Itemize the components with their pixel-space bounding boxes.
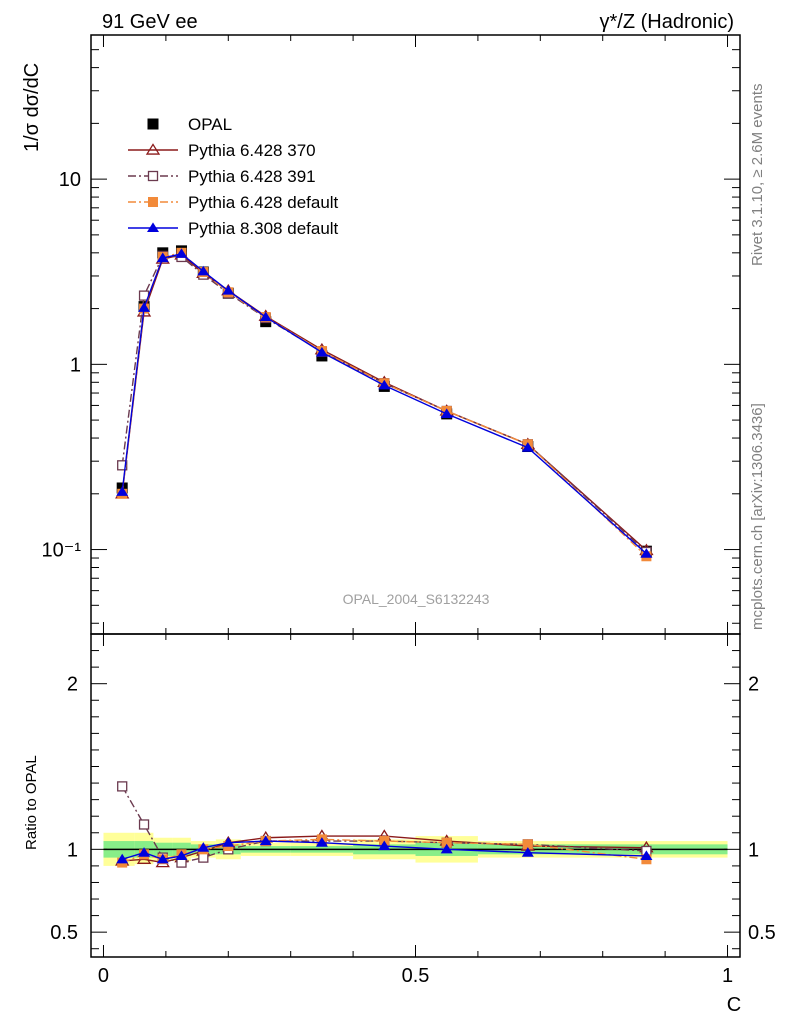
y-tick-label-right: 1	[748, 839, 759, 861]
x-tick-label: 1	[722, 965, 733, 987]
data-point	[378, 379, 391, 390]
main-ylabel: 1/σ dσ/dC	[21, 63, 43, 152]
data-point	[138, 847, 151, 857]
legend-label: Pythia 6.428 391	[188, 167, 316, 186]
data-point	[315, 346, 328, 357]
header-right: γ*/Z (Hadronic)	[600, 11, 734, 33]
y-tick-label: 1	[70, 354, 81, 376]
data-point	[259, 311, 272, 322]
x-tick-label: 0.5	[402, 965, 430, 987]
data-point	[156, 252, 169, 263]
series-line	[121, 255, 647, 553]
ratio-frame	[90, 633, 741, 958]
data-point	[117, 781, 128, 792]
data-point	[222, 837, 235, 847]
legend-item-pythia-6-428-default: Pythia 6.428 default	[128, 193, 339, 212]
data-point	[198, 852, 209, 863]
series-pythia-6-428-391	[117, 250, 652, 558]
y-ticks-main	[91, 34, 740, 624]
x-tick-label: 0	[98, 965, 109, 987]
data-point	[441, 837, 452, 848]
data-point	[378, 840, 391, 851]
data-point	[521, 847, 534, 857]
legend: OPAL Pythia 6.428 370 Pythia 6.428 391 Pyth…	[128, 115, 339, 238]
legend-marker	[147, 118, 159, 130]
series-line	[121, 253, 647, 555]
header-left: 91 GeV ee	[102, 11, 198, 33]
data-point	[640, 850, 653, 861]
legend-marker	[148, 197, 158, 207]
data-point	[117, 460, 128, 471]
series-line	[121, 786, 647, 864]
ratio-ylabel: Ratio to OPAL	[23, 755, 40, 850]
series-pythia-6-428-default	[117, 247, 652, 562]
y-tick-label: 1	[67, 839, 78, 861]
data-point	[197, 265, 210, 276]
data-point	[175, 850, 188, 861]
mcplots-side-label: mcplots.cern.ch [arXiv:1306.3436]	[749, 403, 766, 630]
watermark: OPAL_2004_S6132243	[343, 591, 490, 607]
legend-label: Pythia 8.308 default	[188, 219, 339, 238]
data-point	[138, 302, 151, 312]
main-panel: 10⁻¹ 1 10	[42, 34, 741, 635]
data-point	[522, 839, 533, 850]
x-ticks	[102, 634, 729, 957]
y-tick-label-right: 0.5	[748, 922, 776, 944]
legend-label: Pythia 6.428 default	[188, 193, 339, 212]
series-line	[121, 840, 647, 860]
series-opal	[116, 245, 652, 557]
series-pythia-6-428-370	[115, 248, 654, 556]
legend-label: OPAL	[188, 115, 232, 134]
data-point	[175, 248, 188, 258]
data-point	[521, 442, 534, 452]
legend-marker	[147, 222, 159, 233]
x-ticks	[102, 35, 729, 634]
data-point	[440, 843, 453, 854]
ratio-panel: 0 0.5 1 0.5 0.5 1 1 2 2	[50, 633, 776, 987]
ratio-series-pythia-8-308-default	[116, 835, 653, 864]
data-point	[138, 819, 150, 830]
legend-item-pythia-6-428-370: Pythia 6.428 370	[128, 141, 316, 160]
legend-marker	[145, 143, 161, 155]
legend-marker	[147, 170, 159, 182]
data-point	[259, 835, 272, 846]
legend-label: Pythia 6.428 370	[188, 141, 316, 160]
y-tick-label: 10	[59, 169, 81, 191]
legend-item-pythia-8-308-default: Pythia 8.308 default	[128, 219, 339, 238]
data-point	[440, 408, 453, 418]
data-point	[315, 837, 328, 847]
data-point	[222, 285, 235, 295]
y-tick-label: 2	[67, 674, 78, 696]
series-pythia-8-308-default	[116, 248, 653, 558]
data-point	[156, 853, 169, 864]
y-tick-label-right: 2	[748, 674, 759, 696]
legend-item-pythia-6-428-391: Pythia 6.428 391	[128, 167, 316, 186]
x-axis-label: C	[727, 994, 741, 1016]
rivet-side-label: Rivet 3.1.10, ≥ 2.6M events	[749, 84, 766, 267]
data-point	[640, 548, 653, 558]
y-tick-label: 0.5	[50, 922, 78, 944]
series-line	[121, 254, 647, 551]
data-point	[116, 486, 129, 496]
y-ticks-ratio	[91, 650, 740, 950]
data-point	[116, 853, 129, 864]
legend-item-opal: OPAL	[147, 115, 232, 134]
data-point	[197, 842, 210, 852]
series-line	[121, 252, 647, 557]
y-tick-label: 10⁻¹	[42, 540, 82, 562]
